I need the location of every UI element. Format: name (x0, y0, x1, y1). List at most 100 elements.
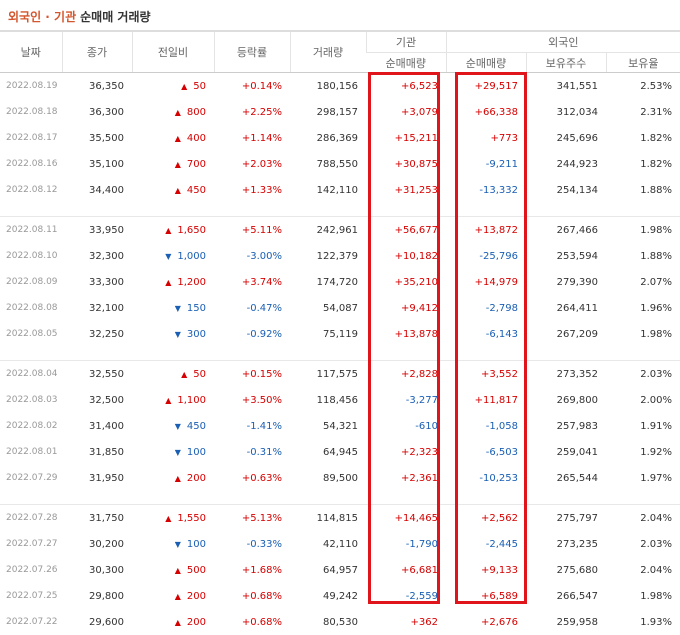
spacer-cell (606, 203, 680, 217)
change-cell: ▲800 (132, 99, 214, 125)
date-cell: 2022.07.22 (0, 609, 62, 635)
volume-cell: 89,500 (290, 465, 366, 491)
change-cell: ▲50 (132, 73, 214, 100)
date-cell: 2022.08.10 (0, 243, 62, 269)
volume-cell: 117,575 (290, 361, 366, 388)
date-cell: 2022.08.02 (0, 413, 62, 439)
date-cell: 2022.08.11 (0, 217, 62, 244)
spacer-cell (0, 203, 62, 217)
inst-net-cell: -1,790 (366, 531, 446, 557)
spacer-cell (62, 347, 132, 361)
foreign-hold-cell: 267,466 (526, 217, 606, 244)
header-change: 전일비 (132, 31, 214, 73)
inst-net-cell: +30,875 (366, 151, 446, 177)
spacer-cell (446, 347, 526, 361)
foreign-hold-cell: 253,594 (526, 243, 606, 269)
foreign-hold-cell: 275,680 (526, 557, 606, 583)
change-value: 1,000 (177, 251, 206, 262)
close-cell: 33,950 (62, 217, 132, 244)
header-foreign-net: 순매매량 (446, 53, 526, 73)
foreign-ratio-cell: 2.03% (606, 531, 680, 557)
change-value: 1,650 (177, 225, 206, 236)
rate-cell: -0.31% (214, 439, 290, 465)
volume-cell: 42,110 (290, 531, 366, 557)
inst-net-cell: +2,323 (366, 439, 446, 465)
foreign-net-cell: +2,676 (446, 609, 526, 635)
volume-cell: 114,815 (290, 505, 366, 532)
date-cell: 2022.08.03 (0, 387, 62, 413)
inst-net-cell: +6,523 (366, 73, 446, 100)
change-cell: ▲1,200 (132, 269, 214, 295)
header-volume: 거래량 (290, 31, 366, 73)
foreign-ratio-cell: 2.53% (606, 73, 680, 100)
volume-cell: 242,961 (290, 217, 366, 244)
down-triangle-icon: ▼ (175, 330, 181, 339)
spacer-cell (132, 203, 214, 217)
rate-cell: +2.03% (214, 151, 290, 177)
rate-cell: +2.25% (214, 99, 290, 125)
close-cell: 32,500 (62, 387, 132, 413)
close-cell: 32,300 (62, 243, 132, 269)
foreign-net-cell: +2,562 (446, 505, 526, 532)
foreign-ratio-cell: 1.97% (606, 465, 680, 491)
change-value: 800 (187, 107, 206, 118)
foreign-ratio-cell: 2.03% (606, 361, 680, 388)
change-value: 100 (187, 447, 206, 458)
inst-net-cell: +56,677 (366, 217, 446, 244)
date-cell: 2022.08.17 (0, 125, 62, 151)
close-cell: 31,850 (62, 439, 132, 465)
down-triangle-icon: ▼ (175, 304, 181, 313)
change-value: 1,100 (177, 395, 206, 406)
spacer-cell (446, 491, 526, 505)
rate-cell: +1.68% (214, 557, 290, 583)
change-cell: ▲50 (132, 361, 214, 388)
header-foreign-hold: 보유주수 (526, 53, 606, 73)
close-cell: 31,400 (62, 413, 132, 439)
spacer-cell (290, 491, 366, 505)
volume-cell: 286,369 (290, 125, 366, 151)
up-triangle-icon: ▲ (175, 160, 181, 169)
close-cell: 32,550 (62, 361, 132, 388)
rate-cell: +0.15% (214, 361, 290, 388)
up-triangle-icon: ▲ (165, 226, 171, 235)
inst-net-cell: -2,559 (366, 583, 446, 609)
spacer-cell (526, 491, 606, 505)
inst-net-cell: +13,878 (366, 321, 446, 347)
spacer-cell (62, 491, 132, 505)
change-value: 50 (193, 81, 206, 92)
volume-cell: 118,456 (290, 387, 366, 413)
close-cell: 32,100 (62, 295, 132, 321)
spacer-cell (132, 347, 214, 361)
foreign-ratio-cell: 1.82% (606, 125, 680, 151)
trading-table: 날짜 종가 전일비 등락률 거래량 기관 외국인 순매매량 순매매량 보유주수 … (0, 30, 680, 635)
volume-cell: 80,530 (290, 609, 366, 635)
foreign-hold-cell: 273,352 (526, 361, 606, 388)
rate-cell: -0.33% (214, 531, 290, 557)
foreign-net-cell: +3,552 (446, 361, 526, 388)
foreign-hold-cell: 259,041 (526, 439, 606, 465)
close-cell: 36,350 (62, 73, 132, 100)
spacer-cell (0, 347, 62, 361)
change-cell: ▼ 100 (132, 439, 214, 465)
close-cell: 35,100 (62, 151, 132, 177)
foreign-hold-cell: 267,209 (526, 321, 606, 347)
spacer-cell (526, 347, 606, 361)
change-cell: ▼ 1,000 (132, 243, 214, 269)
down-triangle-icon: ▼ (175, 448, 181, 457)
date-cell: 2022.08.05 (0, 321, 62, 347)
spacer-cell (214, 203, 290, 217)
foreign-hold-cell: 269,800 (526, 387, 606, 413)
inst-net-cell: -3,277 (366, 387, 446, 413)
down-triangle-icon: ▼ (165, 252, 171, 261)
spacer-cell (526, 203, 606, 217)
up-triangle-icon: ▲ (175, 618, 181, 627)
rate-cell: +5.11% (214, 217, 290, 244)
foreign-net-cell: +6,589 (446, 583, 526, 609)
inst-net-cell: +362 (366, 609, 446, 635)
